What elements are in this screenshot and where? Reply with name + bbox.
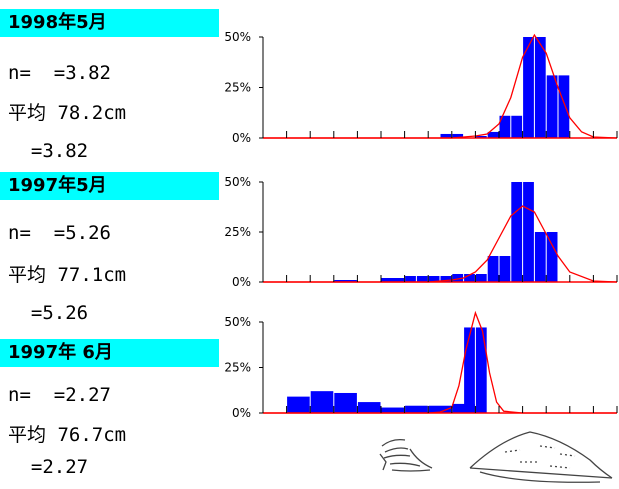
- chart-2-bar-1: [334, 280, 357, 282]
- chart-2-bar-12: [511, 182, 523, 282]
- panel-2-sd: =5.26: [8, 302, 89, 324]
- chart-1-bar-4: [487, 131, 499, 138]
- chart-1-ytick-label-3: 50%: [224, 30, 251, 44]
- panel-1-title: 1998年5月: [0, 9, 219, 37]
- chart-2-ytick-label-2: 25%: [224, 225, 251, 239]
- chart-2-bar-14: [534, 232, 546, 282]
- panel-1-sd: =3.82: [8, 140, 89, 162]
- chart-1-curve: [263, 33, 618, 139]
- panel-3-title: 1997年 6月: [0, 339, 219, 367]
- chart-1-bar-6: [511, 115, 523, 138]
- chart-3-bar-2: [310, 391, 334, 413]
- chart-2-bar-2: [381, 278, 405, 282]
- panel-3-mean: 平均 76.7cm: [8, 424, 127, 446]
- chart-1-bar-9: [546, 75, 558, 138]
- chart-2-bar-4: [416, 276, 428, 282]
- panel-3-sd: =2.27: [8, 456, 89, 478]
- chart-2-bar-10: [487, 256, 499, 282]
- chart-3-bar-5: [381, 407, 405, 413]
- chart-2-ytick-label-3: 50%: [224, 175, 251, 189]
- chart-1-bar-5: [499, 115, 511, 138]
- chart-2-bar-7: [452, 274, 464, 282]
- chart-1-bar-1: [440, 133, 452, 138]
- chart-3-bar-8: [452, 403, 475, 413]
- chart-1-bar-7: [523, 37, 534, 138]
- chart-3-bar-6: [405, 405, 428, 413]
- panel-1-n: n= =3.82: [8, 62, 111, 84]
- fish-illustration: [379, 431, 613, 483]
- chart-1-bar-2: [452, 133, 464, 138]
- chart-3-bar-4: [357, 402, 381, 413]
- chart-3-bar-1: [287, 396, 310, 413]
- panel-3-n: n= =2.27: [8, 384, 111, 406]
- chart-1-bar-8: [534, 37, 546, 138]
- chart-2-bar-5: [428, 276, 440, 282]
- chart-3-curve: [263, 310, 617, 414]
- chart-3-bar-9: [464, 327, 475, 413]
- panel-1-mean: 平均 78.2cm: [8, 102, 127, 124]
- chart-2-curve: [263, 205, 618, 283]
- chart-2-bar-11: [499, 256, 511, 282]
- chart-1-bar-10: [558, 75, 570, 138]
- chart-3-bar-10: [475, 327, 487, 413]
- chart-2-bar-6: [440, 276, 452, 282]
- chart-3-ytick-label-1: 0%: [232, 406, 251, 420]
- chart-2-bar-13: [523, 182, 534, 282]
- chart-2-bar-9: [475, 274, 487, 282]
- panel-2-title: 1997年5月: [0, 172, 219, 200]
- chart-3-bar-7: [428, 405, 452, 413]
- chart-2-bar-15: [546, 232, 558, 282]
- chart-3-ytick-label-2: 25%: [224, 361, 251, 375]
- chart-1-ytick-label-1: 0%: [232, 131, 251, 145]
- panel-2-n: n= =5.26: [8, 222, 111, 244]
- panel-2-mean: 平均 77.1cm: [8, 264, 127, 286]
- chart-2-ytick-label-1: 0%: [232, 275, 251, 289]
- chart-3-bar-3: [334, 392, 357, 413]
- chart-3-ytick-label-3: 50%: [224, 315, 251, 329]
- chart-1-ytick-label-2: 25%: [224, 81, 251, 95]
- chart-2-bar-3: [405, 276, 416, 282]
- chart-2-bar-8: [464, 274, 475, 282]
- chart-1-bar-3: [475, 135, 487, 138]
